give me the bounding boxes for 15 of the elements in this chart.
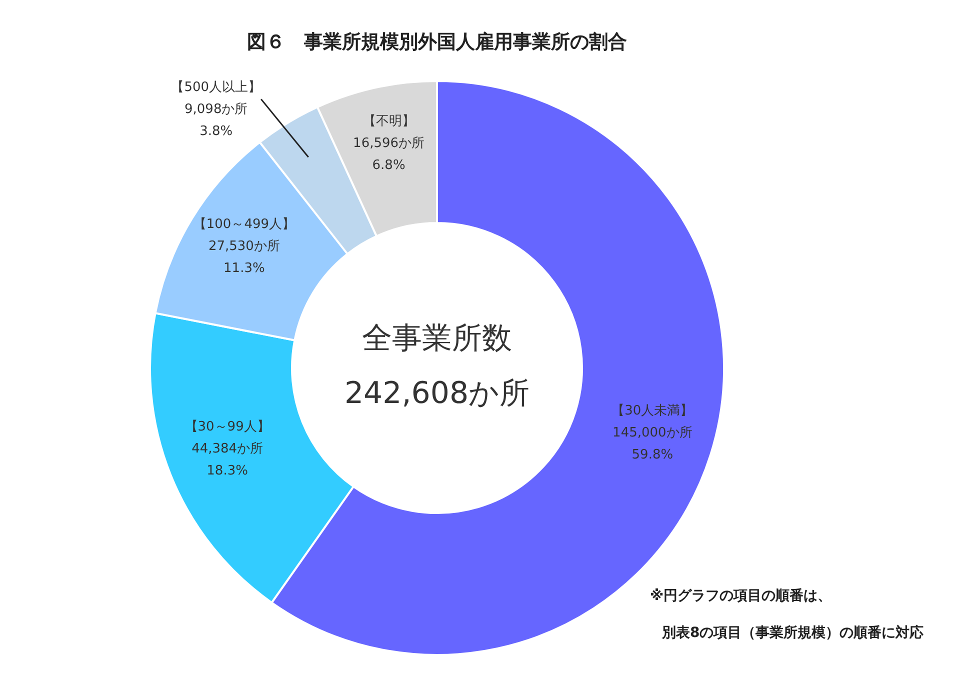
text: 242,608か所 — [344, 376, 530, 411]
text: 全事業所数 — [362, 321, 512, 356]
slice-label: 【不明】 — [362, 114, 415, 130]
data-label: 16,596か所 6.8% — [353, 136, 425, 174]
slice-label: 【500人以上】 — [171, 80, 262, 96]
data-label: 145,000か所 59.8% — [612, 425, 692, 462]
data-label: 27,530か所 11.3% — [208, 239, 280, 276]
slice-label: 【30人未満】 — [612, 403, 694, 418]
data-label: 44,384か所 18.3% — [192, 441, 264, 478]
text: 別表8の項目（事業所規模）の順番に対応 — [661, 624, 924, 641]
text: ※円グラフの項目の順番は、 — [650, 588, 832, 604]
slice-label: 【30～99人】 — [184, 419, 270, 434]
chart-title: 図６ 事業所規模別外国人雇用事業所の割合 — [247, 31, 627, 53]
slice-label: 【100～499人】 — [193, 217, 296, 232]
data-label: 9,098か所 3.8% — [184, 102, 248, 140]
